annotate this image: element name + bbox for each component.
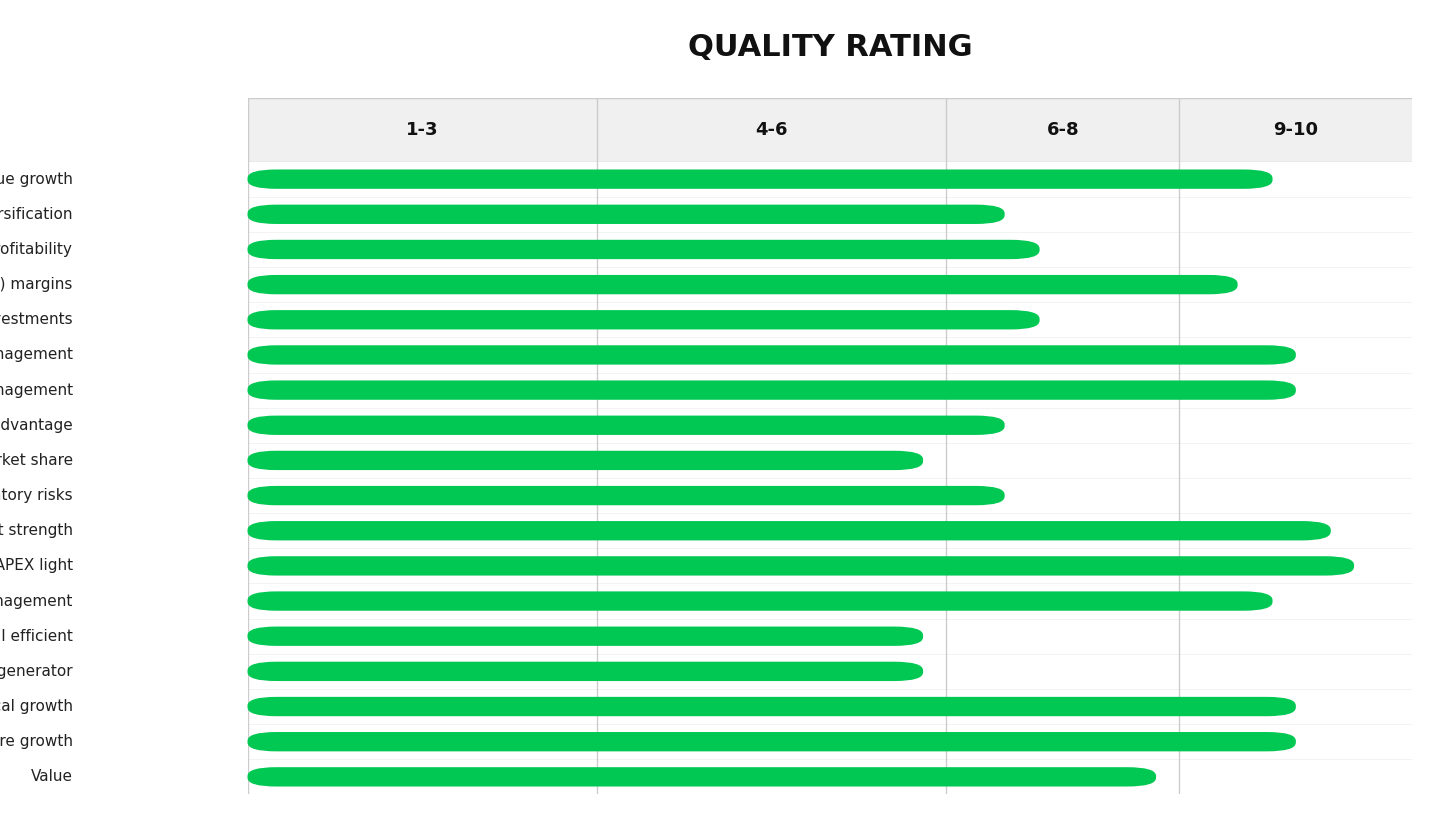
FancyBboxPatch shape — [248, 240, 1040, 259]
FancyBboxPatch shape — [248, 697, 1296, 716]
Text: Value adding CEO/management: Value adding CEO/management — [0, 382, 73, 397]
Text: 9-10: 9-10 — [1274, 121, 1318, 139]
FancyBboxPatch shape — [248, 310, 1040, 329]
Text: Revenue diversification: Revenue diversification — [0, 207, 73, 222]
FancyBboxPatch shape — [248, 415, 1005, 435]
FancyBboxPatch shape — [248, 662, 923, 681]
Text: CAPEX light: CAPEX light — [0, 559, 73, 573]
Text: Capital efficient: Capital efficient — [0, 629, 73, 644]
Text: Historical growth: Historical growth — [0, 699, 73, 714]
FancyBboxPatch shape — [248, 591, 1273, 611]
FancyBboxPatch shape — [248, 275, 1238, 294]
Text: R&D investments: R&D investments — [0, 312, 73, 328]
Text: Profitability: Profitability — [0, 242, 73, 257]
FancyBboxPatch shape — [248, 381, 1296, 400]
FancyBboxPatch shape — [248, 732, 1296, 751]
Text: QUALITY RATING: QUALITY RATING — [687, 33, 973, 61]
FancyBboxPatch shape — [248, 205, 1005, 224]
FancyBboxPatch shape — [248, 627, 923, 646]
FancyBboxPatch shape — [248, 450, 923, 470]
Text: 6-8: 6-8 — [1047, 121, 1079, 139]
FancyBboxPatch shape — [248, 346, 1296, 364]
Text: Cost management: Cost management — [0, 594, 73, 609]
Text: Regulatory risks: Regulatory risks — [0, 488, 73, 503]
Text: Free Cash Flow generator: Free Cash Flow generator — [0, 664, 73, 679]
Text: (profit) margins: (profit) margins — [0, 277, 73, 292]
Text: Value: Value — [31, 769, 73, 785]
FancyBboxPatch shape — [248, 486, 1005, 505]
FancyBboxPatch shape — [248, 767, 1156, 786]
Text: Competitive advantage: Competitive advantage — [0, 418, 73, 432]
Text: 1-3: 1-3 — [406, 121, 438, 139]
FancyBboxPatch shape — [248, 170, 1273, 189]
Text: Balance sheet strength: Balance sheet strength — [0, 523, 73, 538]
Text: 4-6: 4-6 — [756, 121, 788, 139]
Text: Competent CEO/management: Competent CEO/management — [0, 347, 73, 363]
FancyBboxPatch shape — [248, 556, 1354, 576]
Text: Market share: Market share — [0, 453, 73, 468]
Text: Projected future growth: Projected future growth — [0, 734, 73, 749]
Text: Revenue growth: Revenue growth — [0, 172, 73, 187]
FancyBboxPatch shape — [248, 521, 1331, 541]
